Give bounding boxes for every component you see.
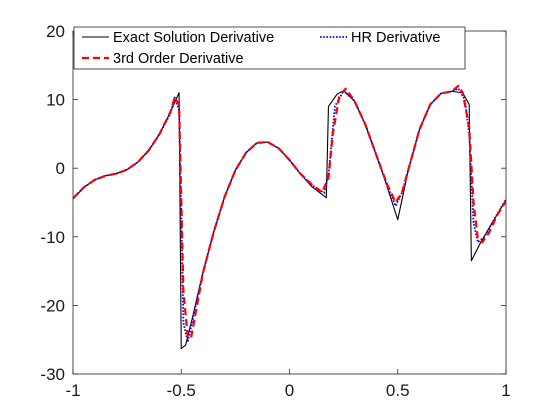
legend-label-2: HR Derivative <box>351 30 440 46</box>
x-tick-label: -0.5 <box>167 381 196 400</box>
ticks-layer: -1 -0.5 0 0.5 1 -30 -20 -10 0 10 20 <box>40 22 510 400</box>
x-tick-label: -1 <box>65 381 80 400</box>
y-tick-label: 20 <box>46 22 65 41</box>
y-tick-label: -10 <box>40 228 65 247</box>
series-layer <box>73 84 506 350</box>
legend: Exact Solution Derivative HR Derivative 3r… <box>73 26 466 70</box>
legend-label-3: 3rd Order Derivative <box>113 51 244 67</box>
x-tick-label: 0.5 <box>386 381 410 400</box>
y-tick-label: 0 <box>56 159 65 178</box>
x-tick-label: 1 <box>501 381 510 400</box>
series-line-3 <box>73 84 506 340</box>
y-tick-label: 10 <box>46 91 65 110</box>
y-tick-label: -30 <box>40 365 65 384</box>
legend-label-1: Exact Solution Derivative <box>113 30 274 46</box>
legend-box <box>73 26 466 70</box>
y-tick-label: -20 <box>40 296 65 315</box>
x-tick-label: 0 <box>285 381 294 400</box>
